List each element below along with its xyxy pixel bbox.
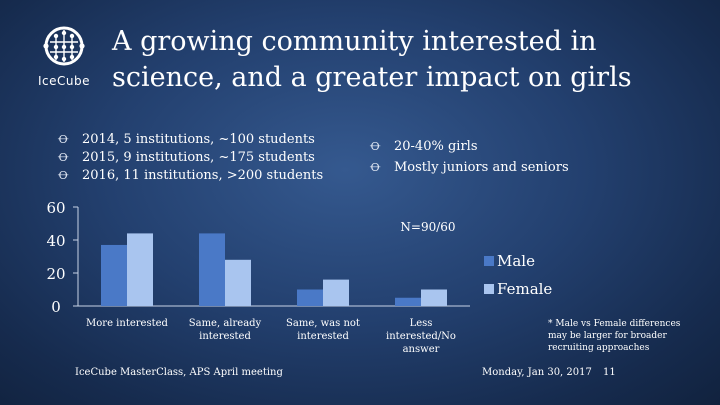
slide-title: A growing community interested in scienc… [112, 24, 702, 96]
category-label-line: answer [403, 344, 440, 355]
title-line-2: science, and a greater impact on girls [112, 62, 632, 93]
page-number: 11 [603, 367, 616, 378]
y-tick-label: 0 [51, 298, 61, 316]
bullet-text: 20-40% girls [394, 139, 478, 154]
category-label-line: Same, already [189, 318, 262, 329]
icecube-logo: IceCube [30, 20, 98, 92]
legend-label-male: Male [497, 252, 535, 270]
bullet-item: Ꝋ Mostly juniors and seniors [370, 157, 569, 178]
bullet-text: Mostly juniors and seniors [394, 160, 569, 175]
category-label-line: More interested [86, 318, 168, 329]
logo-text: IceCube [37, 74, 90, 88]
title-line-1: A growing community interested in [112, 26, 597, 57]
category-label: Same, already interested [189, 318, 262, 342]
category-label-line: interested/No [386, 331, 456, 342]
chart-annotation: N=90/60 [400, 220, 455, 234]
footer-event: IceCube MasterClass, APS April meeting [75, 367, 283, 378]
bar-male [395, 297, 421, 306]
bullet-icon: Ꝋ [58, 151, 69, 164]
footer-date: Monday, Jan 30, 2017 [482, 367, 592, 378]
bullet-text: 2015, 9 institutions, ~175 students [82, 150, 315, 165]
bar-female [421, 289, 447, 306]
bar-male [199, 233, 225, 306]
category-label: Less interested/No answer [386, 318, 456, 355]
bullet-item: Ꝋ 20-40% girls [370, 136, 569, 157]
bar-female [225, 259, 251, 306]
bullet-icon: Ꝋ [370, 161, 381, 174]
bullet-item: Ꝋ 2016, 11 institutions, >200 students [58, 167, 323, 185]
category-label: More interested [86, 318, 168, 329]
legend-swatch-male [484, 256, 494, 266]
bar-female [127, 233, 153, 306]
bullet-list-right: Ꝋ 20-40% girls Ꝋ Mostly juniors and senior… [370, 136, 569, 178]
bullet-item: Ꝋ 2014, 5 institutions, ~100 students [58, 131, 323, 149]
bullet-icon: Ꝋ [370, 140, 381, 153]
bar-male [297, 289, 323, 306]
category-label-line: interested [297, 331, 349, 342]
category-label-line: Same, was not [286, 318, 360, 329]
bullet-item: Ꝋ 2015, 9 institutions, ~175 students [58, 149, 323, 167]
legend-label-female: Female [497, 280, 552, 298]
icecube-logo-icon [43, 26, 85, 66]
category-label-line: Less [410, 318, 433, 329]
bullet-list-left: Ꝋ 2014, 5 institutions, ~100 students Ꝋ 20… [58, 131, 323, 185]
category-label: Same, was not interested [286, 318, 360, 342]
bar-male [101, 244, 127, 306]
footnote: * Male vs Female differences may be larg… [548, 319, 681, 353]
bullet-icon: Ꝋ [58, 169, 69, 182]
legend-swatch-female [484, 284, 494, 294]
y-tick-label: 40 [46, 232, 65, 250]
y-tick-label: 60 [46, 199, 65, 217]
bullet-text: 2014, 5 institutions, ~100 students [82, 132, 315, 147]
bar-female [323, 279, 349, 306]
category-label-line: interested [199, 331, 251, 342]
bullet-icon: Ꝋ [58, 133, 69, 146]
y-tick-label: 20 [46, 265, 65, 283]
bullet-text: 2016, 11 institutions, >200 students [82, 168, 324, 183]
